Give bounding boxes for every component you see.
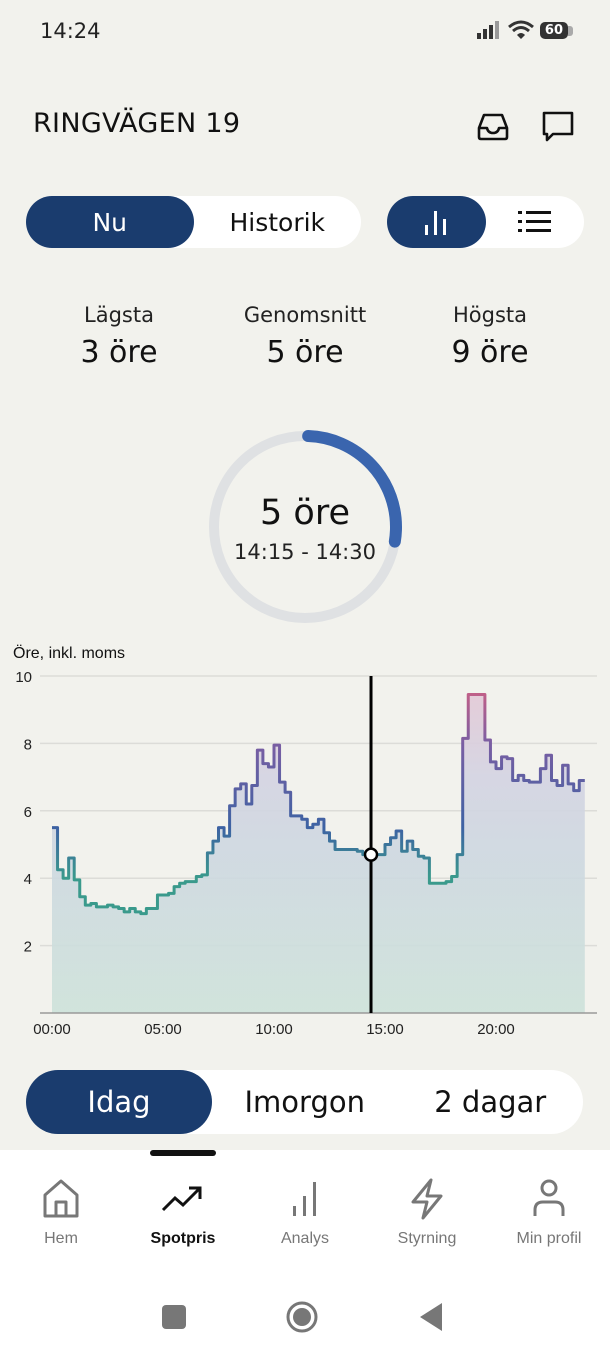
stat-label: Högsta bbox=[452, 303, 527, 327]
y-tick-label: 6 bbox=[24, 804, 32, 821]
active-tab-indicator bbox=[150, 1150, 216, 1156]
stat-average: Genomsnitt 5 öre bbox=[215, 303, 395, 370]
status-time: 14:24 bbox=[40, 19, 101, 43]
nav-spotpris[interactable]: Spotpris bbox=[128, 1178, 238, 1248]
nav-hem[interactable]: Hem bbox=[6, 1178, 116, 1248]
nav-label: Hem bbox=[44, 1230, 78, 1247]
current-price-marker bbox=[363, 847, 379, 862]
stat-value: 3 öre bbox=[80, 335, 158, 370]
tab-historik[interactable]: Historik bbox=[229, 207, 326, 237]
chat-icon[interactable] bbox=[538, 106, 578, 146]
tab-idag[interactable]: Idag bbox=[26, 1070, 212, 1134]
tab-2-dagar[interactable]: 2 dagar bbox=[434, 1085, 547, 1119]
x-tick-label: 20:00 bbox=[477, 1021, 515, 1038]
nav-label: Styrning bbox=[397, 1230, 457, 1247]
page-title: RINGVÄGEN 19 bbox=[33, 108, 241, 139]
day-toggle: Idag Imorgon 2 dagar bbox=[26, 1070, 583, 1134]
y-tick-label: 2 bbox=[24, 939, 32, 956]
stat-value: 9 öre bbox=[451, 335, 529, 370]
x-tick-label: 00:00 bbox=[33, 1021, 71, 1038]
view-toggle bbox=[387, 196, 584, 248]
bottom-nav: Hem Spotpris Analys Styrning Min profil bbox=[0, 1150, 610, 1356]
tab-nu[interactable]: Nu bbox=[26, 196, 194, 248]
lightning-icon bbox=[411, 1178, 443, 1220]
bar-chart-icon bbox=[293, 1182, 316, 1216]
status-icons: 60 bbox=[476, 20, 574, 40]
back-button[interactable] bbox=[420, 1303, 444, 1331]
inbox-icon[interactable] bbox=[473, 106, 513, 146]
current-price: 5 öre bbox=[260, 493, 350, 533]
x-tick-label: 10:00 bbox=[255, 1021, 293, 1038]
user-icon bbox=[533, 1179, 565, 1216]
recents-button[interactable] bbox=[162, 1305, 186, 1329]
home-button[interactable] bbox=[286, 1301, 318, 1333]
home-icon bbox=[43, 1179, 79, 1218]
trending-up-icon bbox=[161, 1186, 202, 1212]
signal-icon bbox=[476, 21, 499, 39]
stat-lowest: Lägsta 3 öre bbox=[29, 303, 209, 370]
price-line bbox=[52, 693, 585, 916]
y-tick-label: 8 bbox=[24, 736, 32, 753]
stat-value: 5 öre bbox=[266, 335, 344, 370]
ring-progress bbox=[208, 430, 402, 624]
nav-analys[interactable]: Analys bbox=[250, 1178, 360, 1248]
tab-imorgon[interactable]: Imorgon bbox=[244, 1085, 366, 1119]
nav-label: Spotpris bbox=[150, 1230, 216, 1247]
nav-min-profil[interactable]: Min profil bbox=[494, 1178, 604, 1248]
nav-label: Min profil bbox=[516, 1230, 582, 1247]
chart-area bbox=[52, 694, 585, 1013]
list-icon bbox=[517, 211, 551, 232]
nav-label: Analys bbox=[280, 1230, 330, 1247]
list-view-button[interactable] bbox=[486, 196, 585, 248]
stat-highest: Högsta 9 öre bbox=[400, 303, 580, 370]
battery-icon: 60 bbox=[539, 21, 574, 39]
nav-styrning[interactable]: Styrning bbox=[372, 1178, 482, 1248]
x-tick-label: 05:00 bbox=[144, 1021, 182, 1038]
stat-label: Genomsnitt bbox=[243, 303, 367, 327]
wifi-icon bbox=[507, 20, 534, 39]
current-interval: 14:15 - 14:30 bbox=[234, 540, 376, 564]
x-tick-label: 15:00 bbox=[366, 1021, 404, 1038]
stat-label: Lägsta bbox=[84, 303, 154, 327]
chart-view-button[interactable] bbox=[387, 196, 486, 248]
bar-chart-icon bbox=[425, 211, 447, 235]
mode-toggle: Nu Historik bbox=[26, 196, 361, 248]
chart-ylabel: Öre, inkl. moms bbox=[13, 645, 126, 662]
current-price-ring bbox=[208, 430, 402, 624]
price-chart[interactable]: 2 4 6 8 10 00:00 05:00 10:00 15:00 20:00 bbox=[0, 660, 610, 1045]
y-tick-label: 10 bbox=[15, 669, 32, 686]
y-tick-label: 4 bbox=[24, 871, 32, 888]
